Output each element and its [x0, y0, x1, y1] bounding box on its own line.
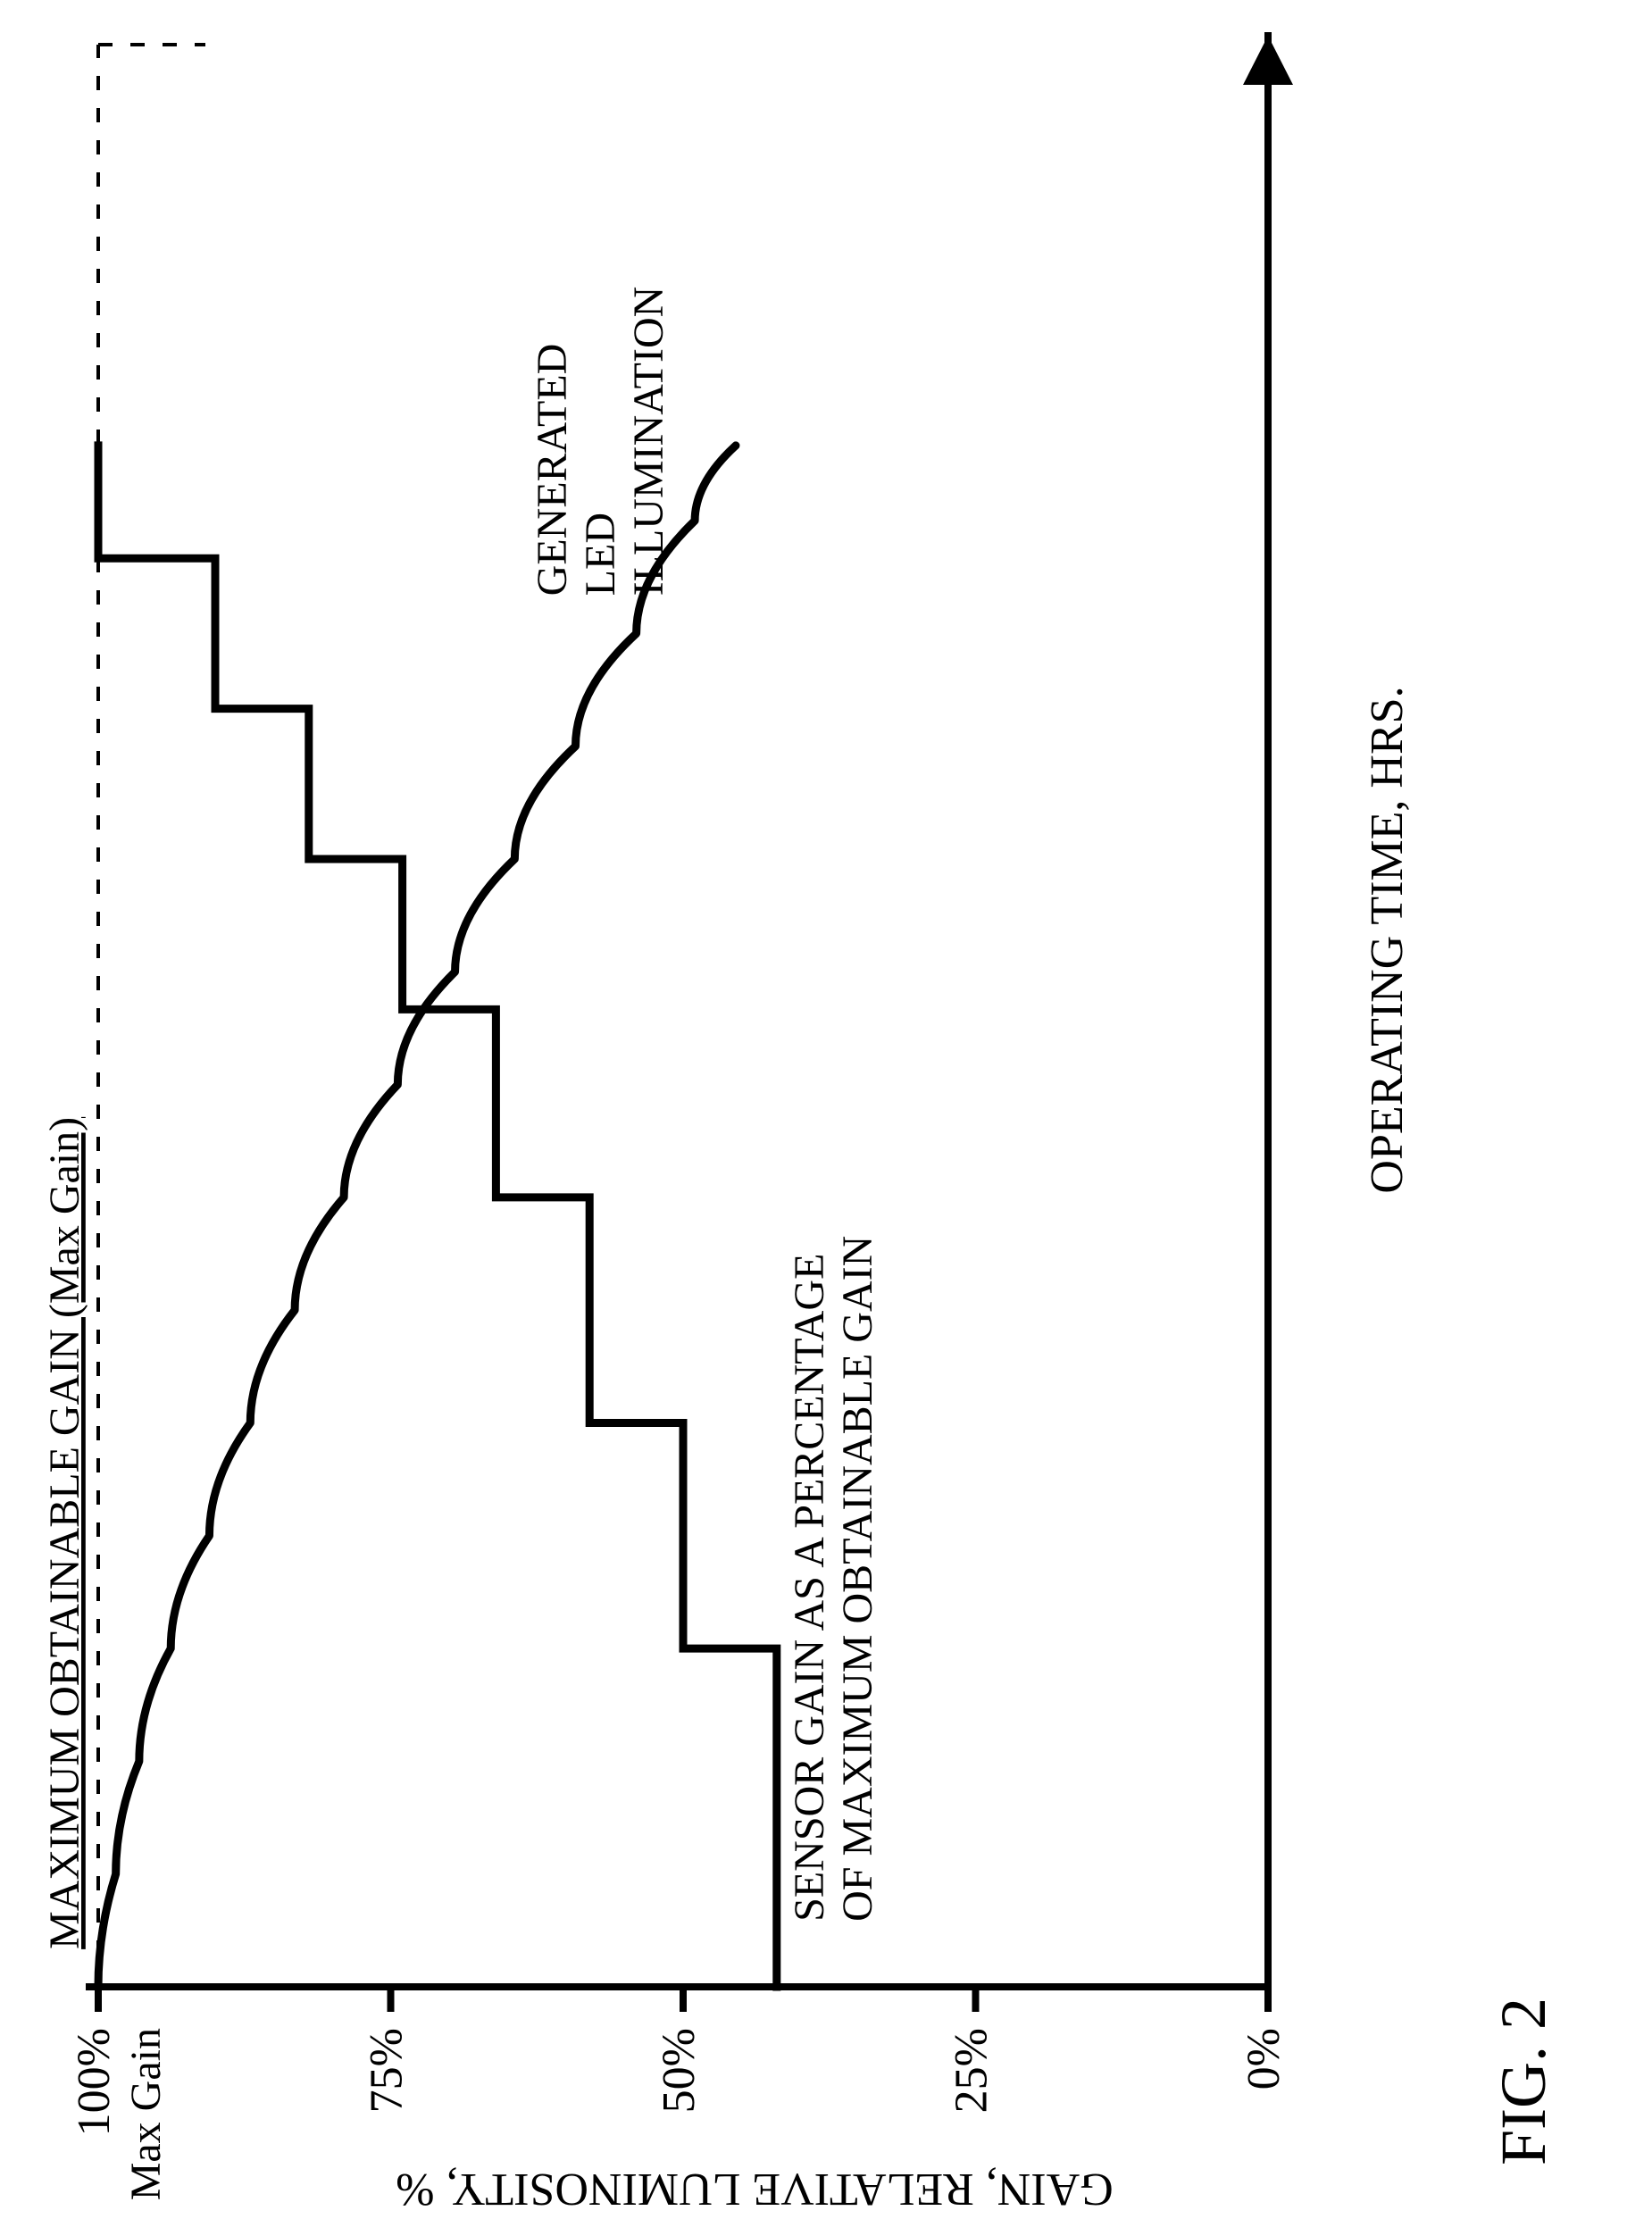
svg-text:LED: LED — [577, 513, 624, 596]
svg-text:OF MAXIMUM OBTAINABLE GAIN: OF MAXIMUM OBTAINABLE GAIN — [834, 1236, 881, 1922]
svg-text:MAXIMUM OBTAINABLE GAIN (Max G: MAXIMUM OBTAINABLE GAIN (Max Gain) — [41, 1117, 88, 1949]
svg-text:0%: 0% — [1239, 2028, 1289, 2090]
svg-text:Max Gain: Max Gain — [122, 2028, 170, 2200]
svg-text:100%: 100% — [69, 2028, 120, 2136]
chart: 0% 25% 50% 75% 100%Max Gain GAIN, RELATIVE LU… — [0, 0, 1652, 2219]
svg-text:FIG. 2: FIG. 2 — [1488, 1998, 1559, 2165]
svg-text:50%: 50% — [654, 2028, 705, 2113]
svg-text:ILLUMINATION: ILLUMINATION — [625, 287, 672, 596]
svg-text:GENERATED: GENERATED — [529, 344, 576, 596]
svg-text:GAIN, RELATIVE LUMINOSITY, %: GAIN, RELATIVE LUMINOSITY, % — [396, 2164, 1114, 2215]
svg-text:25%: 25% — [946, 2028, 997, 2113]
svg-text:75%: 75% — [361, 2028, 412, 2113]
svg-text:OPERATING TIME, HRS.: OPERATING TIME, HRS. — [1362, 686, 1413, 1193]
svg-text:SENSOR GAIN AS A PERCENTAGE: SENSOR GAIN AS A PERCENTAGE — [786, 1254, 833, 1922]
